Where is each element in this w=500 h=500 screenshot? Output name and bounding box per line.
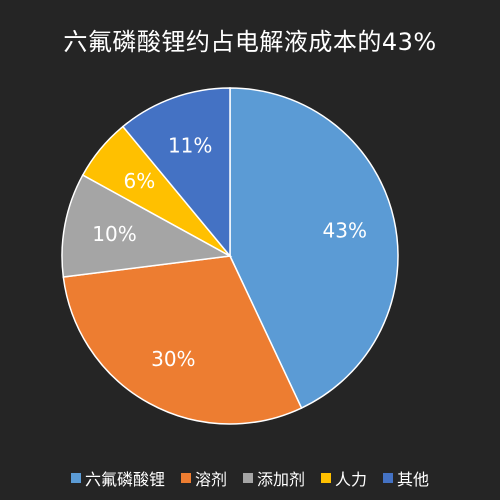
pie-slice-1 (62, 255, 303, 425)
legend-label-0: 六氟磷酸锂 (84, 470, 165, 489)
chart-legend: 六氟磷酸锂 溶剂 添加剂 人力 其他 (0, 466, 500, 490)
legend-swatch-3 (321, 473, 331, 483)
legend-swatch-1 (180, 473, 191, 483)
legend-label-1: 溶剂 (194, 470, 227, 489)
legend-swatch-4 (383, 473, 394, 483)
legend-label-2: 添加剂 (256, 470, 305, 489)
slice-label-1: 30% (151, 347, 195, 371)
chart-title: 六氟磷酸锂约占电解液成本的43% (63, 28, 437, 56)
legend-item-4: 其他 (383, 466, 429, 490)
slice-label-2: 10% (92, 222, 136, 246)
legend-label-4: 其他 (397, 470, 430, 489)
legend-item-3: 人力 (321, 466, 367, 490)
legend-item-0: 六氟磷酸锂 (70, 466, 165, 490)
legend-swatch-2 (242, 473, 253, 483)
pie-slice-2 (61, 174, 233, 278)
slice-label-3: 6% (124, 169, 156, 193)
legend-label-3: 人力 (335, 470, 368, 489)
slice-label-4: 11% (168, 133, 212, 157)
pie-slice-4 (121, 87, 231, 259)
legend-item-1: 溶剂 (180, 466, 227, 490)
pie-slice-0 (229, 87, 399, 410)
slice-label-0: 43% (323, 218, 367, 242)
legend-swatch-0 (70, 473, 81, 483)
legend-item-2: 添加剂 (242, 466, 305, 490)
